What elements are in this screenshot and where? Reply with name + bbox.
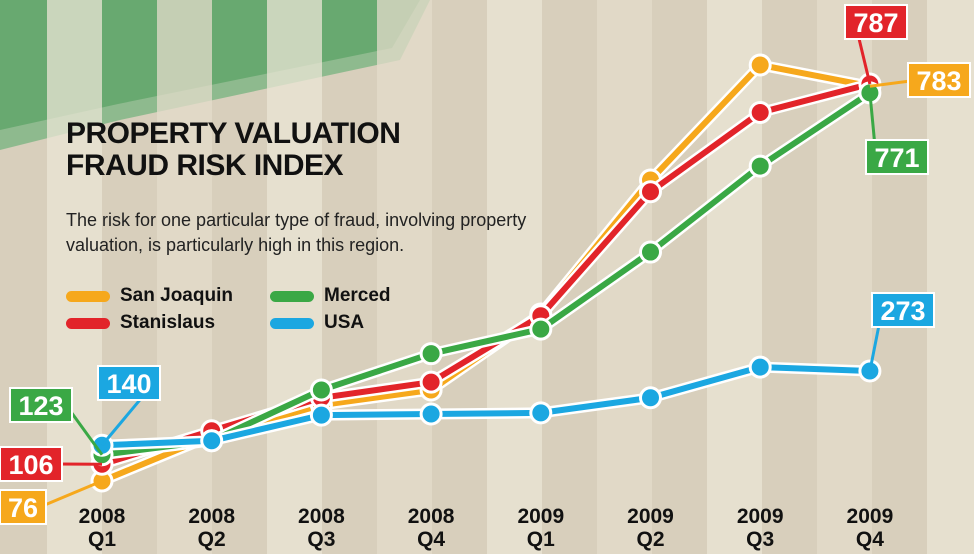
- x-tick-label: 2008 Q1: [72, 505, 132, 551]
- chart-subtitle: The risk for one particular type of frau…: [66, 208, 556, 258]
- data-point: [641, 388, 661, 408]
- data-point: [421, 404, 441, 424]
- background-stripe: [267, 0, 322, 554]
- x-tick-label: 2009 Q2: [621, 505, 681, 551]
- value-label: 273: [880, 296, 925, 326]
- background-stripe: [157, 0, 212, 554]
- data-point: [311, 405, 331, 425]
- data-point: [750, 357, 770, 377]
- legend-label: San Joaquin: [120, 285, 233, 307]
- value-label: 787: [853, 8, 898, 38]
- legend-swatch: [66, 318, 110, 329]
- value-label: 76: [8, 493, 38, 523]
- background-stripe: [487, 0, 542, 554]
- value-label: 123: [18, 391, 63, 421]
- x-tick-label: 2008 Q3: [291, 505, 351, 551]
- background-stripe: [707, 0, 762, 554]
- legend-label: USA: [324, 312, 364, 334]
- x-tick-label: 2009 Q4: [840, 505, 900, 551]
- chart: 76 783 106 787 123 771 140 273 PROPERTY VALUATI…: [0, 0, 974, 554]
- data-point: [750, 156, 770, 176]
- value-label: 771: [874, 143, 919, 173]
- background-stripe: [377, 0, 432, 554]
- value-label: 140: [106, 369, 151, 399]
- legend-label: Stanislaus: [120, 312, 215, 334]
- data-point: [421, 372, 441, 392]
- legend-swatch: [66, 291, 110, 302]
- data-point: [531, 319, 551, 339]
- data-point: [750, 55, 770, 75]
- data-point: [311, 380, 331, 400]
- x-tick-label: 2008 Q2: [182, 505, 242, 551]
- data-point: [641, 182, 661, 202]
- value-label: 783: [916, 66, 961, 96]
- legend-swatch: [270, 318, 314, 329]
- value-label: 106: [8, 450, 53, 480]
- data-point: [202, 431, 222, 451]
- plot: 76 783 106 787 123 771 140 273: [0, 0, 974, 554]
- data-point: [531, 403, 551, 423]
- legend-label: Merced: [324, 285, 391, 307]
- x-tick-label: 2009 Q3: [730, 505, 790, 551]
- data-point: [421, 344, 441, 364]
- data-point: [750, 102, 770, 122]
- legend-swatch: [270, 291, 314, 302]
- data-point: [641, 242, 661, 262]
- chart-title: PROPERTY VALUATION FRAUD RISK INDEX: [66, 118, 426, 182]
- x-tick-label: 2009 Q1: [511, 505, 571, 551]
- x-tick-label: 2008 Q4: [401, 505, 461, 551]
